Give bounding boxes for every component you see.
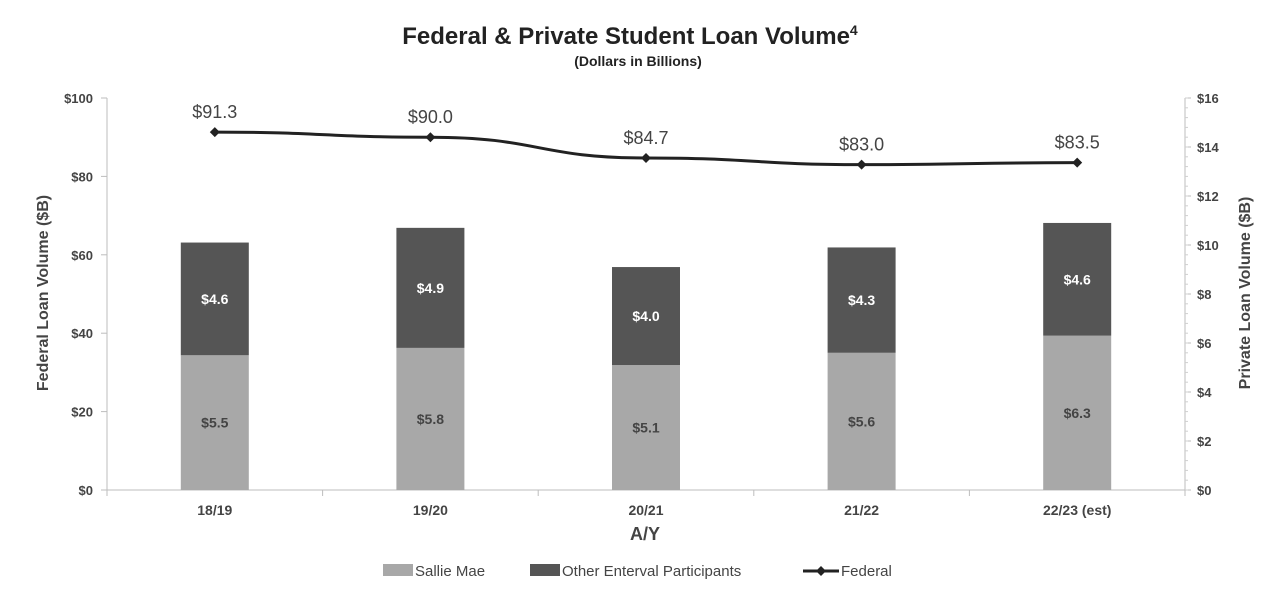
chart-title-superscript: 4 bbox=[850, 22, 858, 38]
chart-title-text: Federal & Private Student Loan Volume bbox=[402, 23, 850, 50]
bar-other-participants bbox=[827, 247, 896, 353]
bar-label-other-participants: $4.0 bbox=[632, 308, 659, 324]
right-tick-label: $6 bbox=[1197, 336, 1211, 351]
x-tick-label: 18/19 bbox=[197, 502, 232, 518]
legend-label-federal: Federal bbox=[841, 563, 892, 580]
x-tick-label: 20/21 bbox=[628, 502, 663, 518]
bar-sallie-mae bbox=[827, 352, 896, 490]
chart-title: Federal & Private Student Loan Volume4 bbox=[402, 22, 858, 50]
bar-other-participants bbox=[1043, 222, 1112, 336]
left-tick-label: $20 bbox=[71, 405, 93, 420]
bar-sallie-mae bbox=[396, 347, 465, 490]
bar-label-other-participants: $4.6 bbox=[1064, 271, 1091, 287]
right-tick-label: $4 bbox=[1197, 385, 1212, 400]
bar-label-other-participants: $4.6 bbox=[201, 291, 228, 307]
bar-label-sallie-mae: $5.1 bbox=[632, 420, 659, 436]
federal-point bbox=[641, 152, 651, 163]
x-tick-label: 22/23 (est) bbox=[1043, 502, 1111, 518]
x-tick-label: 19/20 bbox=[413, 502, 448, 518]
chart-subtitle: (Dollars in Billions) bbox=[574, 53, 702, 69]
left-axis-title: Federal Loan Volume ($B) bbox=[35, 195, 52, 391]
legend-swatch-sallie-mae bbox=[383, 564, 413, 576]
legend-swatch-federal-marker bbox=[816, 566, 826, 576]
right-tick-label: $8 bbox=[1197, 287, 1211, 302]
bar-label-sallie-mae: $5.8 bbox=[417, 411, 444, 427]
federal-data-label: $83.5 bbox=[1055, 133, 1100, 153]
federal-point bbox=[856, 159, 867, 170]
federal-point bbox=[425, 132, 436, 143]
left-tick-label: $40 bbox=[71, 326, 93, 341]
plot-area: $0 $20 $40 $60 $80 $100 $0 $2 $4 $6 $8 $10 $12 $14 $16… bbox=[64, 91, 1219, 518]
left-tick-label: $60 bbox=[71, 248, 93, 263]
bar-label-sallie-mae: $5.5 bbox=[201, 415, 228, 431]
bar-label-other-participants: $4.9 bbox=[417, 280, 444, 296]
left-tick-label: $0 bbox=[79, 483, 93, 498]
federal-data-label: $91.3 bbox=[192, 102, 237, 122]
legend-label-other-participants: Other Enterval Participants bbox=[562, 563, 741, 580]
bar-label-other-participants: $4.3 bbox=[848, 292, 875, 308]
federal-point bbox=[209, 127, 220, 138]
bar-sallie-mae bbox=[612, 365, 680, 490]
bar-other-participants bbox=[180, 242, 249, 356]
federal-data-label: $84.7 bbox=[623, 128, 668, 148]
right-tick-label: $0 bbox=[1197, 483, 1211, 498]
legend-swatch-other-participants bbox=[530, 564, 560, 576]
right-tick-label: $14 bbox=[1197, 140, 1219, 155]
bar-label-sallie-mae: $5.6 bbox=[848, 413, 875, 429]
x-tick-label: 21/22 bbox=[844, 502, 879, 518]
legend: Sallie Mae Other Enterval Participants Fed… bbox=[383, 563, 892, 580]
left-tick-label: $100 bbox=[64, 91, 93, 106]
bar-label-sallie-mae: $6.3 bbox=[1064, 405, 1091, 421]
bar-other-participants bbox=[396, 227, 465, 348]
right-tick-label: $10 bbox=[1197, 238, 1219, 253]
federal-point bbox=[1072, 157, 1083, 168]
bar-sallie-mae bbox=[1043, 335, 1112, 490]
right-axis-title: Private Loan Volume ($B) bbox=[1237, 197, 1254, 390]
federal-data-label: $90.0 bbox=[408, 107, 453, 127]
x-axis-title: A/Y bbox=[630, 524, 660, 544]
legend-label-sallie-mae: Sallie Mae bbox=[415, 563, 485, 580]
bar-sallie-mae bbox=[180, 355, 249, 490]
right-tick-label: $2 bbox=[1197, 434, 1211, 449]
bar-other-participants bbox=[612, 267, 680, 366]
right-tick-label: $12 bbox=[1197, 189, 1219, 204]
left-tick-label: $80 bbox=[71, 169, 93, 184]
federal-data-label: $83.0 bbox=[839, 135, 884, 155]
right-tick-label: $16 bbox=[1197, 91, 1219, 106]
